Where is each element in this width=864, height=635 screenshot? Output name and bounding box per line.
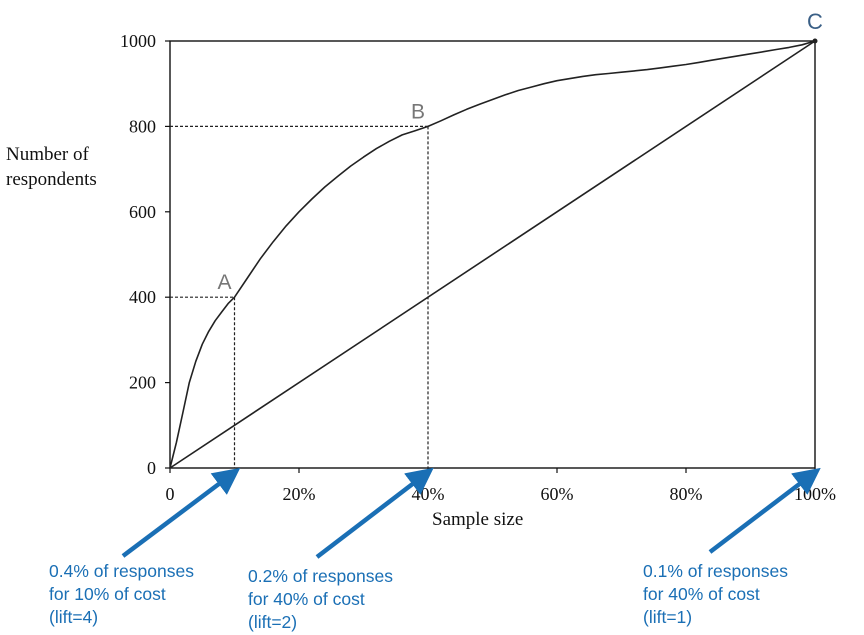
annotation-arrow xyxy=(121,467,241,558)
annotation-b-line-2: for 40% of cost xyxy=(248,589,365,609)
y-tick-label: 600 xyxy=(129,202,156,222)
point-label-b: B xyxy=(411,100,425,123)
y-tick-label: 1000 xyxy=(120,31,156,51)
annotation-c-line-3: (lift=1) xyxy=(643,607,693,627)
x-tick-label: 0 xyxy=(166,484,175,504)
x-tick-label: 20% xyxy=(283,484,316,504)
point-labels: A B C xyxy=(217,9,823,294)
annotation-c: 0.1% of responses for 40% of cost (lift=… xyxy=(643,560,788,629)
annotation-a-line-2: for 10% of cost xyxy=(49,584,166,604)
annotation-b: 0.2% of responses for 40% of cost (lift=… xyxy=(248,565,393,634)
point-label-c: C xyxy=(807,9,823,34)
annotation-a-line-3: (lift=4) xyxy=(49,607,99,627)
plot-area xyxy=(169,40,816,469)
series-lines xyxy=(169,38,818,469)
annotation-a-line-1: 0.4% of responses xyxy=(49,561,194,581)
y-tick-label: 200 xyxy=(129,373,156,393)
annotation-c-line-2: for 40% of cost xyxy=(643,584,760,604)
y-tick-label: 800 xyxy=(129,116,156,136)
x-tick-label: 40% xyxy=(412,484,445,504)
x-tick-label: 100% xyxy=(794,484,836,504)
y-axis-label-line-1: Number of xyxy=(6,144,89,165)
y-axis-label-line-2: respondents xyxy=(6,169,97,190)
y-tick-label: 400 xyxy=(129,287,156,307)
x-axis-label: Sample size xyxy=(432,509,524,530)
x-tick-label: 80% xyxy=(670,484,703,504)
point-c-marker xyxy=(812,38,818,44)
annotation-b-line-1: 0.2% of responses xyxy=(248,566,393,586)
series-random-line xyxy=(169,40,816,469)
point-label-a: A xyxy=(217,271,231,294)
x-axis: 0 20% 40% 60% 80% 100% xyxy=(166,468,836,504)
series-model-line xyxy=(169,40,816,469)
annotation-c-line-1: 0.1% of responses xyxy=(643,561,788,581)
dashed-guides xyxy=(170,125,429,468)
annotation-b-line-3: (lift=2) xyxy=(248,612,298,632)
y-axis-label: Number of respondents xyxy=(6,142,97,192)
annotation-a: 0.4% of responses for 10% of cost (lift=… xyxy=(49,560,194,629)
plot-border xyxy=(169,40,816,469)
annotation-arrow xyxy=(315,467,434,559)
y-axis: 0 200 400 600 800 1000 xyxy=(120,31,170,478)
annotation-arrows xyxy=(121,467,821,559)
annotation-arrow xyxy=(708,467,821,554)
x-tick-label: 60% xyxy=(541,484,574,504)
y-tick-label: 0 xyxy=(147,458,156,478)
